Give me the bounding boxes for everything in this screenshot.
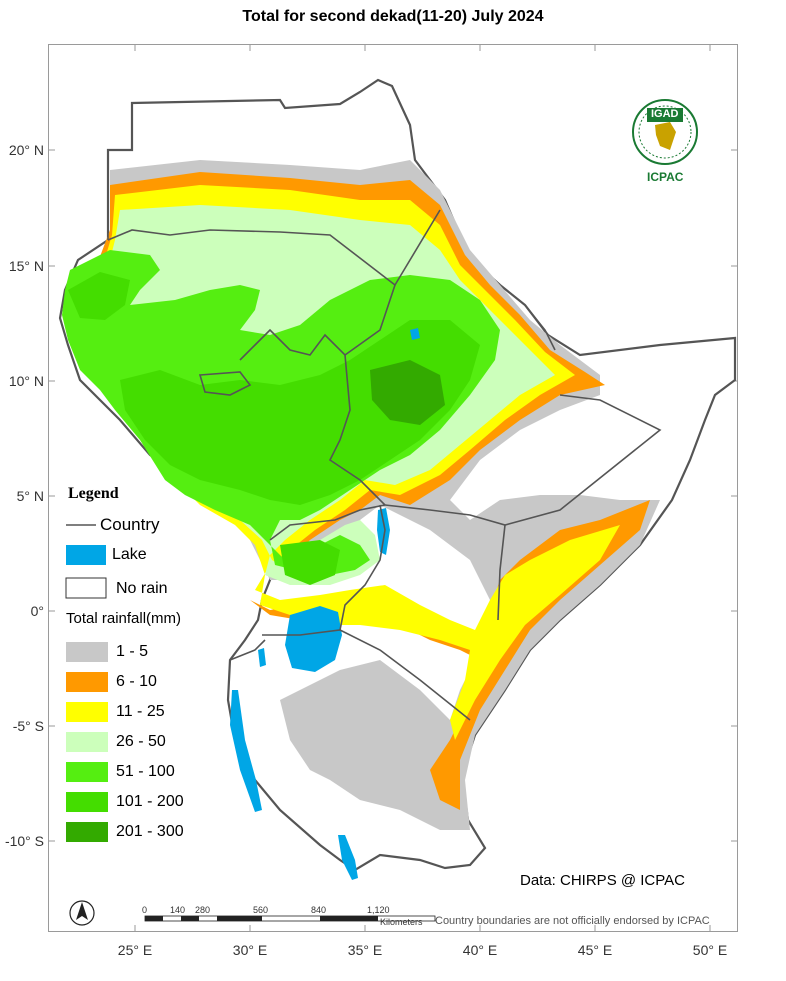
scale-tick-label: 280 [195, 905, 211, 915]
rain-201-300 [370, 360, 445, 425]
legend-class-label: 26 - 50 [116, 733, 166, 750]
graticule-ticks [48, 44, 738, 932]
lake-turkana [377, 508, 390, 555]
legend-total-title: Total rainfall(mm) [66, 610, 182, 627]
scale-unit-label: Kilometers [380, 917, 423, 927]
lat-label: -10° S [4, 833, 44, 849]
lon-label: 25° E [117, 942, 153, 958]
legend-swatch-3 [66, 732, 108, 752]
scale-tick-label: 0 [142, 905, 148, 915]
legend-heading: Legend [68, 485, 119, 502]
legend-country-label: Country [100, 515, 160, 534]
legend-class-label: 101 - 200 [116, 793, 184, 810]
data-credit: Data: CHIRPS @ ICPAC [520, 872, 685, 889]
lake-victoria [285, 606, 342, 672]
rain-101-200-west [68, 272, 130, 320]
lat-label: -5° S [12, 718, 44, 734]
legend-lake-label: Lake [112, 546, 147, 563]
legend-swatch-5 [66, 792, 108, 812]
lon-label: 45° E [577, 942, 613, 958]
legend-swatch-0 [66, 642, 108, 662]
legend-class-label: 1 - 5 [116, 643, 149, 660]
scale-tick-label: 140 [170, 905, 186, 915]
legend-class-label: 6 - 10 [116, 673, 157, 690]
scale-tick-label: 840 [311, 905, 327, 915]
lake-tana [410, 328, 420, 340]
lon-label: 30° E [232, 942, 268, 958]
scale-bar [144, 915, 436, 922]
legend-class-label: 11 - 25 [116, 703, 165, 720]
lat-label: 10° N [8, 373, 44, 389]
legend-symbols [65, 524, 107, 599]
logo-bottom-text: ICPAC [647, 170, 684, 184]
legend-swatch-1 [66, 672, 108, 692]
scale-tick-label: 1,120 [367, 905, 390, 915]
legend-swatch-2 [66, 702, 108, 722]
igad-logo [632, 99, 698, 165]
legend-class-swatches [66, 642, 108, 842]
lake-malawi [338, 835, 358, 880]
legend-class-label: 51 - 100 [116, 763, 175, 780]
lon-label: 40° E [462, 942, 498, 958]
lake-tanganyika [230, 690, 262, 812]
rain-101-200-south [280, 540, 340, 585]
legend-swatch-6 [66, 822, 108, 842]
legend-lake-swatch [66, 545, 106, 565]
logo-top-text: IGAD [651, 108, 679, 120]
lat-label: 20° N [8, 142, 44, 158]
lakes [230, 328, 420, 880]
lat-label: 5° N [16, 488, 44, 504]
scale-tick-label: 560 [253, 905, 269, 915]
legend-swatch-4 [66, 762, 108, 782]
legend-class-label: 201 - 300 [116, 823, 184, 840]
legend-norain-label: No rain [116, 580, 168, 597]
lat-label: 0° [30, 603, 44, 619]
lon-label: 35° E [347, 942, 383, 958]
country-borders [107, 150, 662, 721]
lon-label: 50° E [692, 942, 728, 958]
boundary-disclaimer: Country boundaries are not officially en… [435, 915, 710, 927]
lat-label: 15° N [8, 258, 44, 274]
map-title: Total for second dekad(11-20) July 2024 [242, 8, 544, 25]
legend-norain-swatch [65, 577, 107, 599]
north-arrow-icon [69, 900, 95, 926]
lake-albert [258, 648, 266, 667]
